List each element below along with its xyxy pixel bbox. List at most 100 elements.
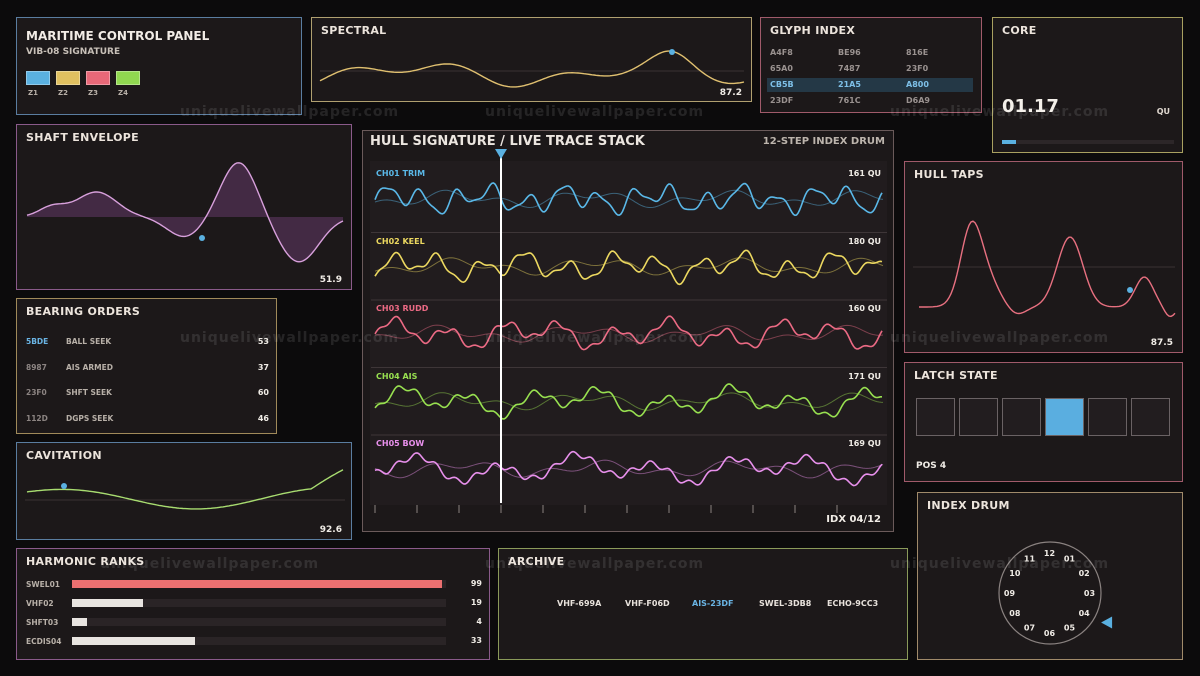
shaft-envelope-title: SHAFT ENVELOPE — [26, 131, 139, 144]
glyph-cell: 23F0 — [906, 64, 929, 73]
channel-label: CH05 BOW — [376, 439, 425, 448]
bearing-row: 112D DGPS SEEK 46 — [26, 410, 269, 436]
harmonic-label: SWEL01 — [26, 580, 61, 589]
archive-item[interactable]: VHF-699A — [557, 599, 602, 608]
zone-swatch — [116, 71, 140, 85]
latch-cell[interactable] — [916, 398, 955, 436]
trace-stack-subtitle: 12-STEP INDEX DRUM — [762, 136, 885, 147]
hull-taps-chart — [913, 220, 1176, 318]
drum-label: 07 — [1024, 624, 1035, 633]
trace-channel — [374, 249, 884, 286]
archive-title: ARCHIVE — [508, 555, 565, 568]
zone-swatch — [56, 71, 80, 85]
harmonic-bar — [72, 618, 87, 626]
core-panel: CORE 01.17 QU — [992, 17, 1183, 153]
harmonic-track — [72, 599, 446, 607]
trace-channel — [374, 182, 884, 217]
cavitation-chart — [25, 469, 345, 510]
glyph-index-panel: GLYPH INDEX A4F8 BE96 816E 65A0 7487 23F0 CB5B… — [760, 17, 982, 113]
trace-cursor[interactable] — [495, 149, 507, 503]
latch-cell[interactable] — [1045, 398, 1084, 436]
harmonic-track — [72, 637, 446, 645]
spectral-marker — [669, 49, 675, 55]
trace-stack-panel: HULL SIGNATURE / LIVE TRACE STACK 12-STE… — [362, 130, 894, 532]
bearing-row: 8987 AIS ARMED 37 — [26, 359, 269, 385]
channel-value: 160 QU — [848, 304, 881, 313]
core-level-track — [1002, 140, 1174, 144]
harmonic-label: ECDIS04 — [26, 637, 62, 646]
harmonic-row: ECDIS04 33 — [26, 635, 482, 654]
bearing-code: 5BDE — [26, 337, 49, 346]
archive-item[interactable]: ECHO-9CC3 — [827, 599, 879, 608]
watermark: uniquelivewallpaper.com — [485, 104, 705, 120]
latch-cell[interactable] — [1002, 398, 1041, 436]
latch-state-panel: LATCH STATE POS 4 — [904, 362, 1183, 482]
index-label: IDX 04/12 — [826, 514, 881, 525]
trace-stack-title: HULL SIGNATURE / LIVE TRACE STACK — [370, 134, 645, 149]
hull-taps-value: 87.5 — [1150, 338, 1173, 348]
zone-item: Z2 — [56, 71, 80, 97]
zone-label: Z2 — [58, 89, 68, 97]
trace-channel — [374, 383, 884, 420]
spectral-value: 87.2 — [719, 88, 742, 98]
glyph-cell: 761C — [838, 96, 861, 105]
latch-cell[interactable] — [1131, 398, 1170, 436]
glyph-row: 65A0 7487 23F0 — [767, 62, 973, 76]
app-subtitle: VIB-08 SIGNATURE — [26, 47, 121, 57]
channel-label: CH02 KEEL — [376, 236, 425, 246]
latch-cell[interactable] — [959, 398, 998, 436]
trace-chart — [371, 149, 887, 513]
harmonic-value: 33 — [470, 636, 482, 645]
glyph-row: 23DF 761C D6A9 — [767, 94, 973, 108]
glyph-row: CB5B 21A5 A800 — [767, 78, 973, 92]
core-value: 01.17 — [1002, 96, 1059, 117]
channel-value: 171 QU — [848, 371, 881, 381]
bearing-row: 5BDE BALL SEEK 53 — [26, 333, 269, 359]
index-drum-panel: INDEX DRUM 01 02 03 04 05 06 07 08 09 10 11 12 — [917, 492, 1183, 660]
app-title: MARITIME CONTROL PANEL — [26, 29, 210, 43]
archive-panel: ARCHIVE VHF-699A VHF-F06D AIS-23DF SWEL-3DB… — [498, 548, 908, 660]
glyph-cell: CB5B — [770, 80, 794, 89]
shaft-marker — [199, 235, 205, 241]
harmonic-track — [72, 618, 446, 626]
channel-value: 180 QU — [848, 236, 881, 246]
archive-item[interactable]: SWEL-3DB8 — [759, 599, 812, 608]
zone-item: Z3 — [86, 71, 110, 97]
harmonic-ranks-title: HARMONIC RANKS — [26, 555, 145, 568]
channel-label: CH03 RUDD — [376, 304, 429, 313]
archive-item[interactable]: AIS-23DF — [692, 599, 734, 608]
core-title: CORE — [1002, 24, 1037, 37]
harmonic-row: SWEL01 99 — [26, 578, 482, 597]
glyph-row: A4F8 BE96 816E — [767, 46, 973, 60]
archive-item[interactable]: VHF-F06D — [625, 599, 670, 608]
harmonic-label: SHFT03 — [26, 618, 59, 627]
shaft-envelope-chart — [26, 162, 344, 263]
trace-channel — [374, 315, 884, 351]
drum-pointer — [1101, 616, 1113, 629]
latch-cell[interactable] — [1088, 398, 1127, 436]
hull-taps-panel: HULL TAPS 87.5 — [904, 161, 1183, 353]
glyph-cell: 65A0 — [770, 64, 793, 73]
glyph-grid: A4F8 BE96 816E 65A0 7487 23F0 CB5B 21A5 A800 23DF… — [767, 46, 973, 110]
bearing-rows: 5BDE BALL SEEK 53 8987 AIS ARMED 37 23F0 SHFT S… — [26, 333, 269, 435]
core-level-fill — [1002, 140, 1016, 144]
cavitation-value: 92.6 — [319, 525, 342, 535]
drum-label: 06 — [1044, 629, 1056, 638]
glyph-cell: A4F8 — [770, 48, 793, 57]
drum-label: 12 — [1044, 549, 1055, 558]
drum-label: 08 — [1009, 609, 1021, 618]
harmonic-row: SHFT03 4 — [26, 616, 482, 635]
harmonic-row: VHF02 19 — [26, 597, 482, 616]
harmonic-bar — [72, 637, 196, 645]
hull-taps-marker — [1127, 287, 1133, 293]
bearing-value: 60 — [257, 388, 269, 397]
core-unit: QU — [1156, 107, 1170, 116]
drum-label: 04 — [1079, 609, 1091, 618]
harmonic-value: 19 — [470, 598, 482, 607]
header-panel: MARITIME CONTROL PANEL VIB-08 SIGNATURE … — [16, 17, 302, 115]
bearing-row: 23F0 SHFT SEEK 60 — [26, 384, 269, 410]
bearing-value: 53 — [257, 337, 269, 346]
channel-label: CH04 AIS — [376, 371, 418, 381]
glyph-cell: 7487 — [838, 64, 861, 73]
